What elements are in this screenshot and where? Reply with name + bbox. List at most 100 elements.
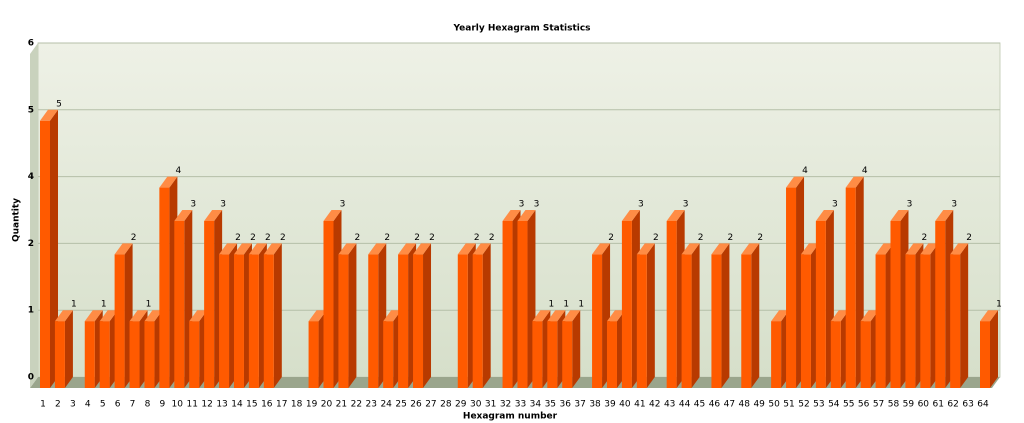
y-tick-label: 2 [28, 239, 34, 249]
x-tick-label: 43 [664, 400, 675, 410]
x-axis-title: Hexagram number [463, 412, 558, 422]
x-tick-label: 59 [903, 400, 915, 410]
bar [875, 254, 886, 388]
bar [54, 321, 65, 388]
bar [980, 321, 990, 388]
x-tick-label: 4 [85, 400, 91, 410]
x-tick-label: 23 [366, 400, 377, 410]
bar-top [84, 310, 103, 322]
bar-top [40, 109, 58, 121]
y-tick-label: 5 [28, 105, 34, 115]
bar-top [144, 310, 163, 322]
value-label: 3 [683, 200, 689, 210]
bar [159, 187, 170, 388]
x-tick-label: 1 [40, 400, 46, 410]
bar-top [338, 243, 357, 255]
bar-side [348, 243, 357, 388]
value-label: 3 [832, 200, 838, 210]
x-tick-label: 27 [425, 400, 436, 410]
bar-top [771, 310, 790, 322]
x-tick-label: 10 [172, 400, 184, 410]
bar [786, 187, 797, 388]
x-tick-label: 54 [828, 400, 840, 410]
bar-top [383, 310, 402, 322]
bar-side [646, 243, 655, 388]
bar [741, 254, 752, 388]
bar [935, 221, 946, 388]
bar-side [691, 243, 700, 388]
x-tick-label: 44 [679, 400, 691, 410]
bar-side [423, 243, 432, 388]
bar-side [64, 310, 73, 388]
x-tick-label: 32 [500, 400, 511, 410]
bar-top [233, 243, 252, 255]
bar [219, 254, 230, 388]
bar [905, 254, 916, 388]
bar-top [875, 243, 894, 255]
x-tick-label: 50 [768, 400, 780, 410]
x-tick-label: 39 [604, 400, 616, 410]
bar [621, 221, 632, 388]
value-label: 2 [922, 233, 928, 243]
bar [681, 254, 692, 388]
bar-top [905, 243, 924, 255]
bar-top [547, 310, 566, 322]
x-tick-label: 29 [455, 400, 467, 410]
value-label: 2 [235, 233, 241, 243]
bar-top [666, 210, 685, 221]
x-tick-label: 11 [186, 400, 197, 410]
bar-top [159, 176, 178, 188]
x-tick-label: 62 [947, 400, 958, 410]
bar-top [368, 243, 387, 255]
value-label: 2 [757, 233, 763, 243]
bar [502, 221, 513, 388]
bar-top [413, 243, 432, 255]
x-tick-label: 61 [933, 400, 944, 410]
value-label: 3 [519, 200, 525, 210]
bar [950, 254, 961, 388]
x-tick-label: 53 [813, 400, 824, 410]
value-label: 1 [578, 300, 584, 310]
bar-top [114, 243, 133, 255]
bar [860, 321, 871, 388]
value-label: 2 [489, 233, 495, 243]
bar [711, 254, 722, 388]
bar [248, 254, 259, 388]
x-tick-label: 49 [753, 400, 765, 410]
plot-side-wall [30, 43, 38, 388]
x-tick-label: 56 [858, 400, 870, 410]
value-label: 3 [220, 200, 226, 210]
bar [592, 254, 603, 388]
bar-top [711, 243, 730, 255]
x-tick-label: 38 [589, 400, 601, 410]
value-label: 1 [101, 300, 107, 310]
value-label: 1 [71, 300, 77, 310]
bar-top [263, 243, 282, 255]
bar [457, 254, 468, 388]
x-tick-label: 52 [798, 400, 809, 410]
bar [830, 321, 841, 388]
x-tick-label: 57 [873, 400, 884, 410]
bar-side [50, 109, 58, 389]
x-tick-label: 55 [843, 400, 854, 410]
bar-top [592, 243, 611, 255]
bar-top [830, 310, 849, 322]
value-label: 4 [175, 166, 181, 176]
x-tick-label: 60 [918, 400, 930, 410]
x-tick-label: 25 [395, 400, 406, 410]
value-label: 2 [429, 233, 435, 243]
bar [40, 120, 50, 389]
y-tick-label: 1 [28, 306, 34, 316]
x-tick-label: 9 [159, 400, 165, 410]
bar-top [189, 310, 208, 322]
bar [562, 321, 573, 388]
bar [308, 321, 319, 388]
bar-top [950, 243, 969, 255]
y-axis-title: Quantity [12, 198, 22, 242]
x-tick-label: 64 [977, 400, 989, 410]
value-label: 3 [638, 200, 644, 210]
x-tick-label: 46 [709, 400, 721, 410]
bar [383, 321, 394, 388]
x-tick-label: 42 [649, 400, 660, 410]
value-label: 3 [907, 200, 913, 210]
